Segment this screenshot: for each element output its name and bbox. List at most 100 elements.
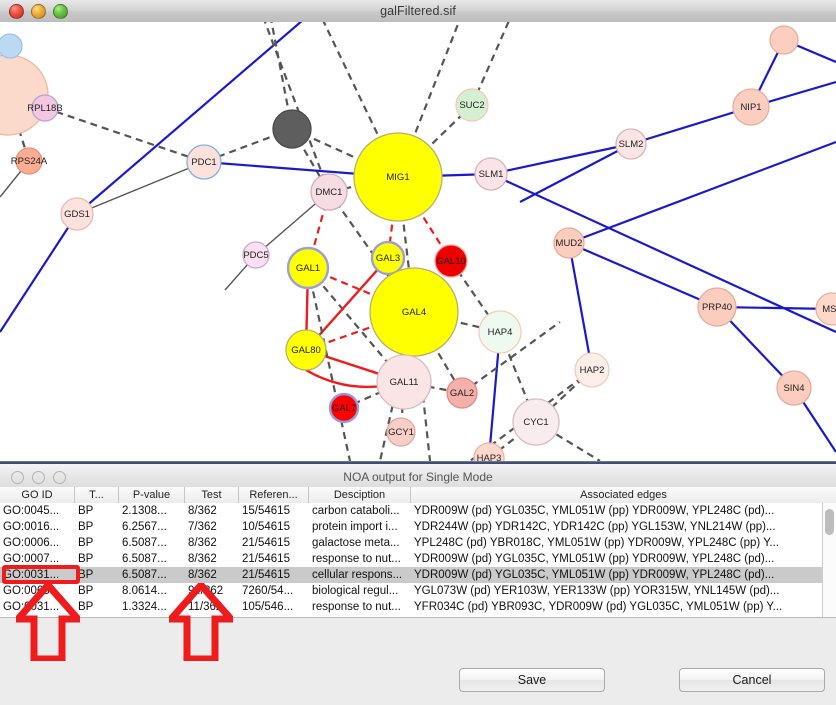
column-header-pvalue[interactable]: P-value: [119, 487, 185, 503]
scrollbar-thumb[interactable]: [825, 509, 834, 535]
graph-node-gal7[interactable]: [328, 392, 360, 424]
table-row[interactable]: GO:0016... BP 6.2567... 7/362 10/54615 protei…: [0, 519, 836, 535]
column-header-test[interactable]: Test: [185, 487, 239, 503]
table-row[interactable]: GO:0065... BP 8.0614... 94/362 7260/54... bio…: [0, 583, 836, 599]
cell-pvalue: 6.5087...: [122, 537, 167, 549]
cell-pvalue: 6.5087...: [122, 553, 167, 565]
edge-ray-slm2: [519, 143, 632, 203]
noa-close-button[interactable]: [11, 471, 24, 484]
graph-node-gal80[interactable]: [285, 329, 327, 371]
graph-node-dmc1[interactable]: [310, 173, 348, 211]
edge-gds1-pdc1: [76, 161, 205, 215]
table-row[interactable]: GO:0006... BP 6.5087... 8/362 21/54615 galact…: [0, 535, 836, 551]
graph-node-slm2[interactable]: [615, 128, 647, 160]
graph-node-gal10[interactable]: [434, 244, 468, 278]
cell-desc: carbon cataboli...: [312, 505, 400, 517]
network-graph[interactable]: RPL18B RPS24A GDS1 PDC1 PDC5 SUC2 DMC1 MIG1 SLM1…: [0, 22, 836, 461]
edge-rpl18b-pdc1: [44, 106, 205, 164]
graph-node-rpl18b[interactable]: [31, 94, 59, 122]
cell-edges: YFR034C (pd) YBR093C, YDR009W (pd) YGL03…: [414, 601, 783, 613]
graph-node-pdc1[interactable]: [186, 144, 222, 180]
table-header-row[interactable]: GO ID T... P-value Test Referen... Desciption…: [0, 487, 836, 504]
noa-minimize-button[interactable]: [32, 471, 45, 484]
cell-pvalue: 6.2567...: [122, 521, 167, 533]
column-header-ref[interactable]: Referen...: [239, 487, 309, 503]
graph-node-msl-partial[interactable]: [815, 292, 836, 326]
column-header-desc[interactable]: Desciption: [309, 487, 411, 503]
graph-node-prp40[interactable]: [697, 287, 737, 327]
cell-test: 8/362: [188, 537, 217, 549]
cell-edges: YDR009W (pd) YGL035C, YML051W (pp) YDR00…: [414, 505, 775, 517]
graph-node-hap4[interactable]: [478, 310, 522, 354]
graph-node-nip1[interactable]: [732, 88, 770, 126]
noa-zoom-button[interactable]: [53, 471, 66, 484]
edge-slm2-nip1: [630, 105, 752, 146]
graph-node-grey-unlabeled[interactable]: [272, 109, 312, 149]
graph-node-label-rpl18b: RPL18B: [27, 103, 62, 114]
zoom-button[interactable]: [53, 4, 68, 19]
cell-go_id: GO:0007...: [3, 553, 60, 565]
table-row[interactable]: GO:0007... BP 6.5087... 8/362 21/54615 respon…: [0, 551, 836, 567]
close-button[interactable]: [9, 4, 24, 19]
save-button[interactable]: Save: [459, 668, 605, 692]
table-row[interactable]: GO:0045... BP 2.1308... 8/362 15/54615 carbon…: [0, 503, 836, 519]
edge-ray-dmc1: [263, 22, 331, 193]
cell-type: BP: [78, 553, 94, 565]
cell-ref: 7260/54...: [242, 585, 294, 597]
network-canvas[interactable]: RPL18B RPS24A GDS1 PDC1 PDC5 SUC2 DMC1 MIG1 SLM1…: [0, 22, 836, 461]
cell-edges: YPL248C (pd) YBR018C, YML051W (pp) YDR00…: [414, 537, 780, 549]
cell-desc: cellular respons...: [312, 569, 403, 581]
graph-node-gal11[interactable]: [376, 354, 432, 410]
table-vertical-scrollbar[interactable]: [822, 503, 836, 617]
cell-type: BP: [78, 569, 94, 581]
graph-node-rps24a[interactable]: [15, 147, 43, 175]
graph-node-gal4[interactable]: [369, 267, 459, 357]
graph-node-big-left-partial[interactable]: [0, 54, 49, 136]
cancel-button[interactable]: Cancel: [679, 668, 825, 692]
graph-node-label-gal3: GAL3: [376, 253, 400, 264]
noa-output-panel: NOA output for Single Mode GO ID T... P-va…: [0, 461, 836, 705]
graph-node-label-suc2: SUC2: [459, 100, 484, 111]
graph-node-gcy1[interactable]: [386, 417, 416, 447]
graph-node-gds1[interactable]: [60, 197, 94, 231]
graph-node-gal2[interactable]: [446, 377, 478, 409]
graph-node-label-hap3: HAP3: [477, 453, 502, 461]
graph-node-top-right-partial[interactable]: [769, 25, 799, 55]
column-header-edges[interactable]: Associated edges: [580, 489, 667, 501]
cell-pvalue: 6.5087...: [122, 569, 167, 581]
graph-node-label-gal2: GAL2: [450, 388, 474, 399]
graph-node-gal1[interactable]: [286, 246, 330, 290]
graph-node-mig1[interactable]: [353, 132, 443, 222]
noa-panel-title: NOA output for Single Mode: [343, 469, 493, 484]
table-row[interactable]: GO:0031... BP 6.5087... 8/362 21/54615 cellul…: [0, 567, 836, 583]
results-table-body[interactable]: GO:0045... BP 2.1308... 8/362 15/54615 carbon…: [0, 503, 836, 618]
graph-node-hap2[interactable]: [574, 352, 610, 388]
graph-node-suc2[interactable]: [455, 88, 489, 122]
cell-desc: protein import i...: [312, 521, 398, 533]
graph-node-label-gds1: GDS1: [64, 209, 90, 220]
graph-node-label-gal10: GAL10: [436, 256, 466, 267]
table-row[interactable]: GO:0031... BP 1.3324... 11/362 105/546... res…: [0, 599, 836, 615]
column-header-go_id[interactable]: GO ID: [0, 487, 75, 503]
graph-node-hap3[interactable]: [473, 442, 505, 461]
graph-node-label-dmc1: DMC1: [316, 187, 343, 198]
graph-node-pdc5[interactable]: [242, 241, 270, 269]
edge-mud2-prp40: [568, 241, 718, 309]
graph-node-label-hap4: HAP4: [488, 327, 513, 338]
cell-type: BP: [78, 601, 94, 613]
graph-node-sin4[interactable]: [776, 370, 812, 406]
graph-node-label-sin4: SIN4: [783, 383, 804, 394]
graph-node-label-hap2: HAP2: [580, 365, 605, 376]
graph-node-gal3[interactable]: [370, 240, 406, 276]
graph-node-slm1[interactable]: [474, 157, 508, 191]
cell-type: BP: [78, 537, 94, 549]
graph-node-topleft-partial[interactable]: [0, 33, 23, 59]
column-header-type[interactable]: T...: [75, 487, 119, 503]
network-nodes: RPL18B RPS24A GDS1 PDC1 PDC5 SUC2 DMC1 MIG1 SLM1…: [0, 25, 836, 461]
graph-node-mud2[interactable]: [553, 227, 585, 259]
edge-ray-gds1: [0, 213, 78, 333]
graph-node-cyc1[interactable]: [512, 398, 560, 446]
graph-node-label-mud2: MUD2: [556, 238, 583, 249]
minimize-button[interactable]: [31, 4, 46, 19]
cell-test: 8/362: [188, 553, 217, 565]
